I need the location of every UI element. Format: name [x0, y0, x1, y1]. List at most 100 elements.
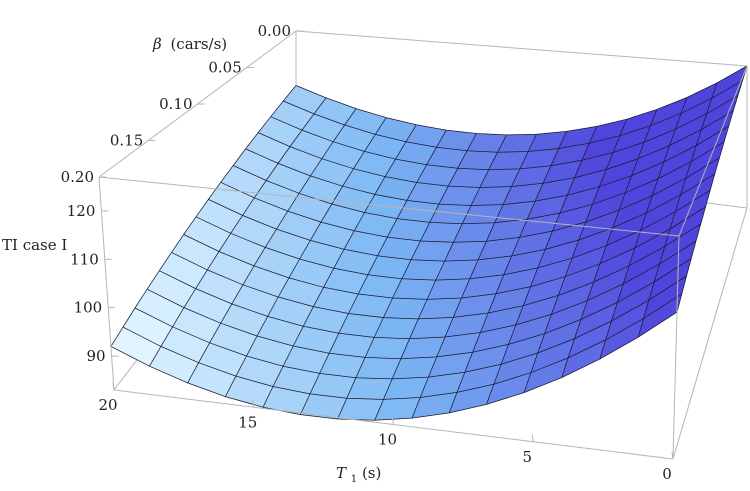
x-tick-label: 20 — [98, 396, 117, 414]
mesh-line-beta — [283, 80, 743, 153]
surface-cell — [551, 282, 594, 315]
surface-cell — [445, 313, 489, 337]
surface-cell — [646, 178, 686, 213]
surface-cell — [436, 130, 477, 151]
surface-cell — [225, 376, 273, 408]
box-edge-front-1 — [98, 176, 680, 237]
surface-cell — [559, 186, 600, 213]
surface-cell — [493, 353, 538, 385]
y-tick-label: 0.00 — [258, 22, 291, 40]
surface-cell — [400, 337, 445, 359]
surface-cell — [196, 199, 243, 234]
y-tick-label: 0.15 — [110, 132, 143, 150]
surface-cell — [348, 294, 393, 318]
surface-cell — [397, 200, 439, 223]
surface-cell — [669, 113, 707, 146]
surface-cell — [711, 66, 747, 99]
surface-cell — [580, 284, 624, 320]
surface-cell — [283, 85, 327, 114]
mesh-line-t1 — [149, 97, 327, 367]
mesh-line-t1 — [110, 85, 297, 347]
y-tick-label: 0.10 — [159, 95, 192, 113]
surface-cell — [257, 316, 304, 346]
surface-cell — [337, 398, 384, 421]
surface-cell — [329, 333, 375, 358]
surface-cell — [565, 245, 607, 277]
y-axis-label-symbol: β — [152, 35, 162, 53]
surface-cell — [288, 259, 334, 288]
mesh-line-t1 — [448, 131, 567, 414]
mesh-line-beta — [270, 95, 739, 171]
surface-cell — [675, 98, 712, 130]
z-tick-label: 120 — [67, 202, 96, 220]
box-edge-front-2 — [672, 235, 680, 460]
x-tick-label: 10 — [378, 431, 397, 449]
surface-cell — [254, 247, 300, 278]
surface-cell — [453, 222, 495, 243]
surface-cell — [358, 274, 402, 298]
surface-cell — [302, 113, 345, 142]
surface-cell — [479, 168, 520, 188]
surface-mesh — [110, 65, 748, 421]
surface-cell — [245, 132, 290, 164]
surface-cell — [706, 80, 743, 114]
mesh-line-beta — [159, 240, 697, 340]
surface-cell — [278, 146, 322, 176]
mesh-line-t1 — [411, 134, 537, 419]
surface-cell — [293, 326, 339, 354]
surface-cell — [581, 135, 620, 161]
surface-cell — [448, 168, 489, 188]
surface-cell — [568, 321, 612, 358]
surface-cell — [283, 346, 330, 374]
surface-cell — [110, 327, 161, 367]
surface-cell — [494, 201, 536, 223]
surface-cell — [406, 182, 449, 205]
surface-cell — [638, 293, 682, 338]
mesh-line-t1 — [486, 126, 598, 405]
surface-cell — [467, 133, 507, 153]
surface-cell — [401, 259, 445, 281]
surface-cell — [365, 337, 410, 359]
z-tick-label: 110 — [70, 250, 99, 268]
surface-cell — [530, 258, 572, 287]
surface-cell — [537, 319, 581, 353]
surface-cell — [374, 317, 419, 339]
mesh-line-t1 — [262, 124, 417, 408]
surface-cell — [183, 216, 231, 252]
surface-cell — [444, 241, 487, 262]
box-edge-front-4 — [672, 207, 748, 460]
surface-cell — [648, 258, 692, 301]
surface-cell — [300, 393, 347, 419]
mesh-line-t1 — [225, 117, 387, 397]
surface-cell — [681, 83, 717, 114]
surface-cell — [383, 377, 429, 400]
surface-cell — [593, 247, 635, 283]
surface-cell — [367, 255, 412, 279]
x-axis-label-var: T — [336, 464, 347, 482]
surface-cell — [544, 300, 588, 334]
surface-cell — [644, 113, 682, 143]
surface-cell — [592, 175, 632, 205]
mesh-line-beta — [183, 206, 706, 300]
surface-cell — [606, 142, 645, 170]
y-axis-label: β (cars/s) — [152, 35, 227, 53]
surface-cell — [643, 276, 687, 319]
x-tick-mark — [671, 451, 674, 460]
surface-cell — [658, 145, 697, 179]
surface-cell — [392, 356, 437, 379]
surface-cell — [574, 302, 618, 339]
surface-cell — [184, 288, 232, 324]
mesh-line-beta — [171, 223, 701, 320]
surface-cell — [195, 269, 243, 304]
surface-cell — [420, 222, 463, 243]
surface-cell — [670, 190, 711, 229]
surface-cell — [530, 338, 575, 373]
surface-cell — [231, 284, 279, 317]
surface-cell — [523, 276, 566, 306]
surface-cell — [457, 364, 502, 393]
surface-cell — [486, 219, 528, 242]
surface-cell — [439, 186, 480, 206]
surface-cell — [149, 346, 199, 383]
surface-cell — [461, 274, 504, 298]
surface-cell — [427, 278, 470, 300]
